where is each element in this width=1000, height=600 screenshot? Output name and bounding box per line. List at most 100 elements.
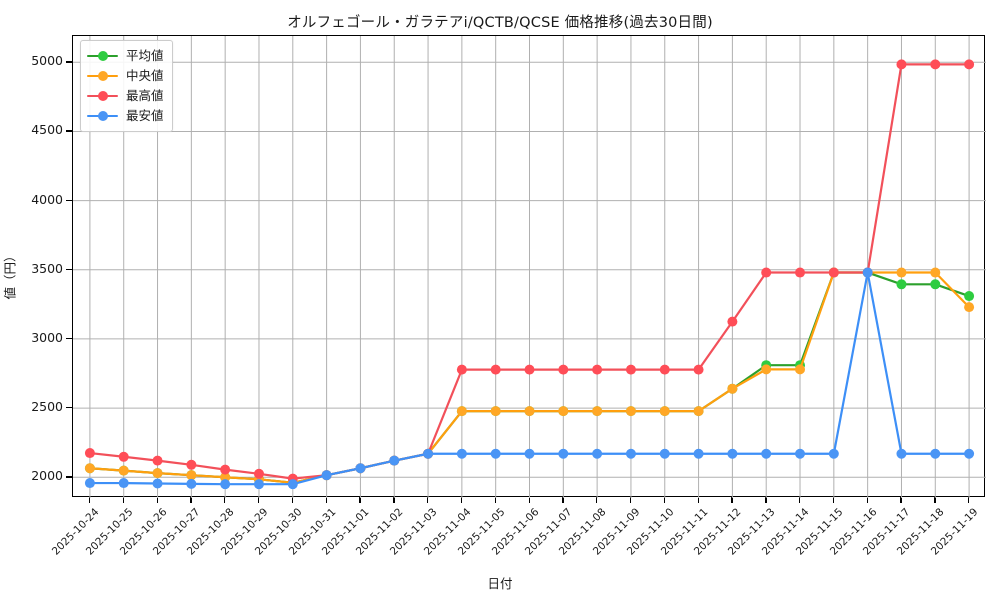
data-point: [524, 406, 535, 417]
x-tick-mark: [359, 497, 361, 503]
data-point: [693, 364, 704, 375]
x-tick-mark: [629, 497, 632, 503]
x-tick-mark: [88, 497, 91, 503]
plot-area: [72, 35, 986, 498]
x-tick-mark: [731, 497, 733, 503]
data-point: [456, 448, 467, 459]
data-point: [795, 448, 806, 459]
x-tick-mark: [257, 497, 260, 503]
x-tick-mark: [866, 497, 868, 503]
legend-item[interactable]: 平均値: [87, 46, 164, 66]
data-point: [964, 302, 975, 313]
data-point: [693, 448, 704, 459]
data-point: [118, 465, 129, 476]
x-tick-mark: [122, 497, 125, 503]
y-tick-label: 2000: [31, 468, 63, 484]
data-point: [558, 364, 569, 375]
x-tick-mark: [663, 497, 666, 503]
legend-item[interactable]: 最安値: [87, 106, 164, 126]
legend: 平均値中央値 最高値最安値: [80, 40, 173, 132]
data-point: [727, 383, 738, 394]
y-tick-mark: [66, 476, 72, 478]
x-tick-mark: [291, 497, 294, 503]
data-point: [118, 478, 129, 489]
data-point: [558, 448, 569, 459]
data-point: [930, 59, 941, 70]
data-point: [152, 455, 163, 466]
data-point: [423, 448, 434, 459]
y-tick-label: 2500: [31, 399, 63, 415]
data-point: [84, 448, 95, 459]
series-lines: [73, 36, 986, 498]
data-point: [321, 470, 332, 481]
legend-swatch-icon: [87, 69, 118, 83]
data-point: [659, 406, 670, 417]
data-point: [896, 448, 907, 459]
data-point: [727, 448, 738, 459]
data-point: [524, 364, 535, 375]
y-tick-mark: [66, 407, 72, 409]
data-point: [828, 448, 839, 459]
data-point: [862, 267, 873, 278]
data-point: [118, 451, 129, 462]
data-point: [659, 448, 670, 459]
y-tick-mark: [66, 130, 72, 132]
legend-item[interactable]: 最高値: [87, 86, 164, 106]
x-tick-mark: [562, 497, 564, 503]
data-point: [186, 478, 197, 489]
data-point: [152, 468, 163, 479]
x-tick-mark: [528, 497, 530, 503]
data-point: [727, 316, 738, 327]
x-tick-mark: [697, 497, 699, 503]
data-point: [625, 406, 636, 417]
y-tick-label: 5000: [31, 53, 63, 69]
data-point: [287, 479, 298, 490]
legend-swatch-icon: [87, 89, 118, 103]
legend-label: 最安値: [126, 107, 164, 123]
legend-label: 平均値: [126, 47, 164, 63]
x-tick-mark: [968, 497, 970, 503]
x-tick-mark: [393, 497, 395, 503]
y-tick-label: 4000: [31, 191, 63, 207]
data-point: [253, 479, 264, 490]
data-point: [490, 448, 501, 459]
data-point: [186, 470, 197, 481]
data-point: [896, 59, 907, 70]
data-point: [896, 279, 907, 290]
data-point: [186, 459, 197, 470]
data-point: [761, 267, 772, 278]
data-point: [524, 448, 535, 459]
data-point: [659, 364, 670, 375]
data-point: [625, 364, 636, 375]
y-tick-mark: [66, 61, 72, 63]
data-point: [930, 448, 941, 459]
data-point: [930, 267, 941, 278]
data-point: [828, 267, 839, 278]
data-point: [964, 448, 975, 459]
x-tick-mark: [596, 497, 598, 503]
x-tick-mark: [799, 497, 801, 503]
data-point: [896, 267, 907, 278]
x-tick-mark: [460, 497, 463, 503]
legend-item[interactable]: 中央値: [87, 66, 164, 86]
x-axis-label: 日付: [487, 576, 513, 591]
data-point: [456, 364, 467, 375]
x-tick-mark: [190, 497, 192, 503]
data-point: [220, 472, 231, 483]
x-tick-mark: [832, 497, 835, 503]
data-point: [490, 364, 501, 375]
y-tick-label: 3500: [31, 260, 63, 276]
data-point: [761, 448, 772, 459]
data-point: [84, 463, 95, 474]
data-point: [761, 364, 772, 375]
legend-label: 最高値: [126, 87, 164, 103]
data-point: [930, 279, 941, 290]
legend-swatch-icon: [87, 109, 118, 123]
data-point: [795, 364, 806, 375]
data-point: [456, 406, 467, 417]
legend-swatch-icon: [87, 49, 118, 63]
x-tick-mark: [156, 497, 158, 503]
